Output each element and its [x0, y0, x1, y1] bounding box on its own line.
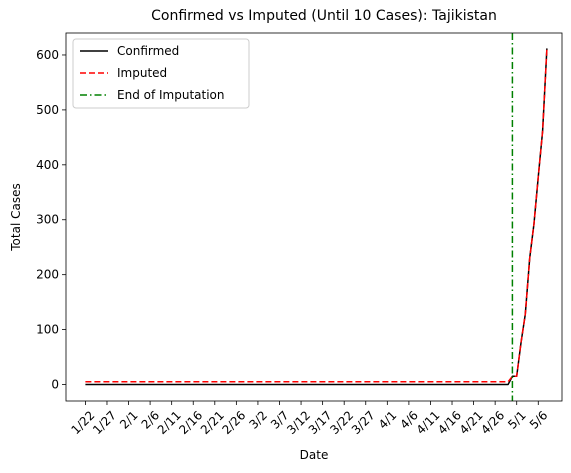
x-axis: 1/221/272/12/62/112/162/212/263/23/73/12… [69, 401, 551, 437]
y-tick-label: 0 [51, 378, 59, 392]
x-tick-label: 3/22 [327, 408, 356, 437]
legend-label-imputed: Imputed [117, 66, 167, 80]
y-axis: 0 100 200 300 400 500 600 [36, 48, 66, 392]
series-line-imputed [85, 48, 548, 383]
x-tick-label: 3/2 [246, 408, 270, 432]
x-axis-label: Date [300, 448, 329, 462]
x-tick-label: 1/27 [90, 408, 119, 437]
x-tick-label: 5/1 [505, 408, 529, 432]
plot-area [85, 33, 548, 401]
x-tick-label: 3/27 [349, 408, 378, 437]
x-tick-label: 2/1 [117, 408, 141, 432]
y-tick-label: 600 [36, 48, 59, 62]
legend: Confirmed Imputed End of Imputation [72, 38, 250, 109]
x-tick-label: 4/21 [457, 408, 486, 437]
y-tick-label: 200 [36, 268, 59, 282]
chart-title: Confirmed vs Imputed (Until 10 Cases): T… [151, 8, 497, 24]
x-tick-label: 4/26 [478, 408, 507, 437]
x-tick-label: 3/17 [306, 408, 335, 437]
x-tick-label: 4/16 [435, 408, 464, 437]
x-tick-label: 1/22 [69, 408, 98, 437]
x-tick-label: 2/16 [176, 408, 205, 437]
x-tick-label: 2/21 [198, 408, 227, 437]
y-tick-label: 300 [36, 213, 59, 227]
x-tick-label: 2/26 [219, 408, 248, 437]
x-tick-label: 4/11 [414, 408, 443, 437]
y-tick-label: 100 [36, 323, 59, 337]
x-tick-label: 3/12 [284, 408, 313, 437]
x-tick-label: 2/11 [155, 408, 184, 437]
plot-frame [65, 32, 563, 402]
x-tick-label: 5/6 [527, 408, 551, 432]
y-tick-label: 400 [36, 158, 59, 172]
y-axis-label: Total Cases [9, 183, 23, 251]
legend-label-end-of-imputation: End of Imputation [117, 88, 225, 102]
y-tick-label: 500 [36, 103, 59, 117]
legend-label-confirmed: Confirmed [117, 44, 179, 58]
x-tick-label: 4/1 [376, 408, 400, 432]
legend-box [72, 38, 250, 109]
